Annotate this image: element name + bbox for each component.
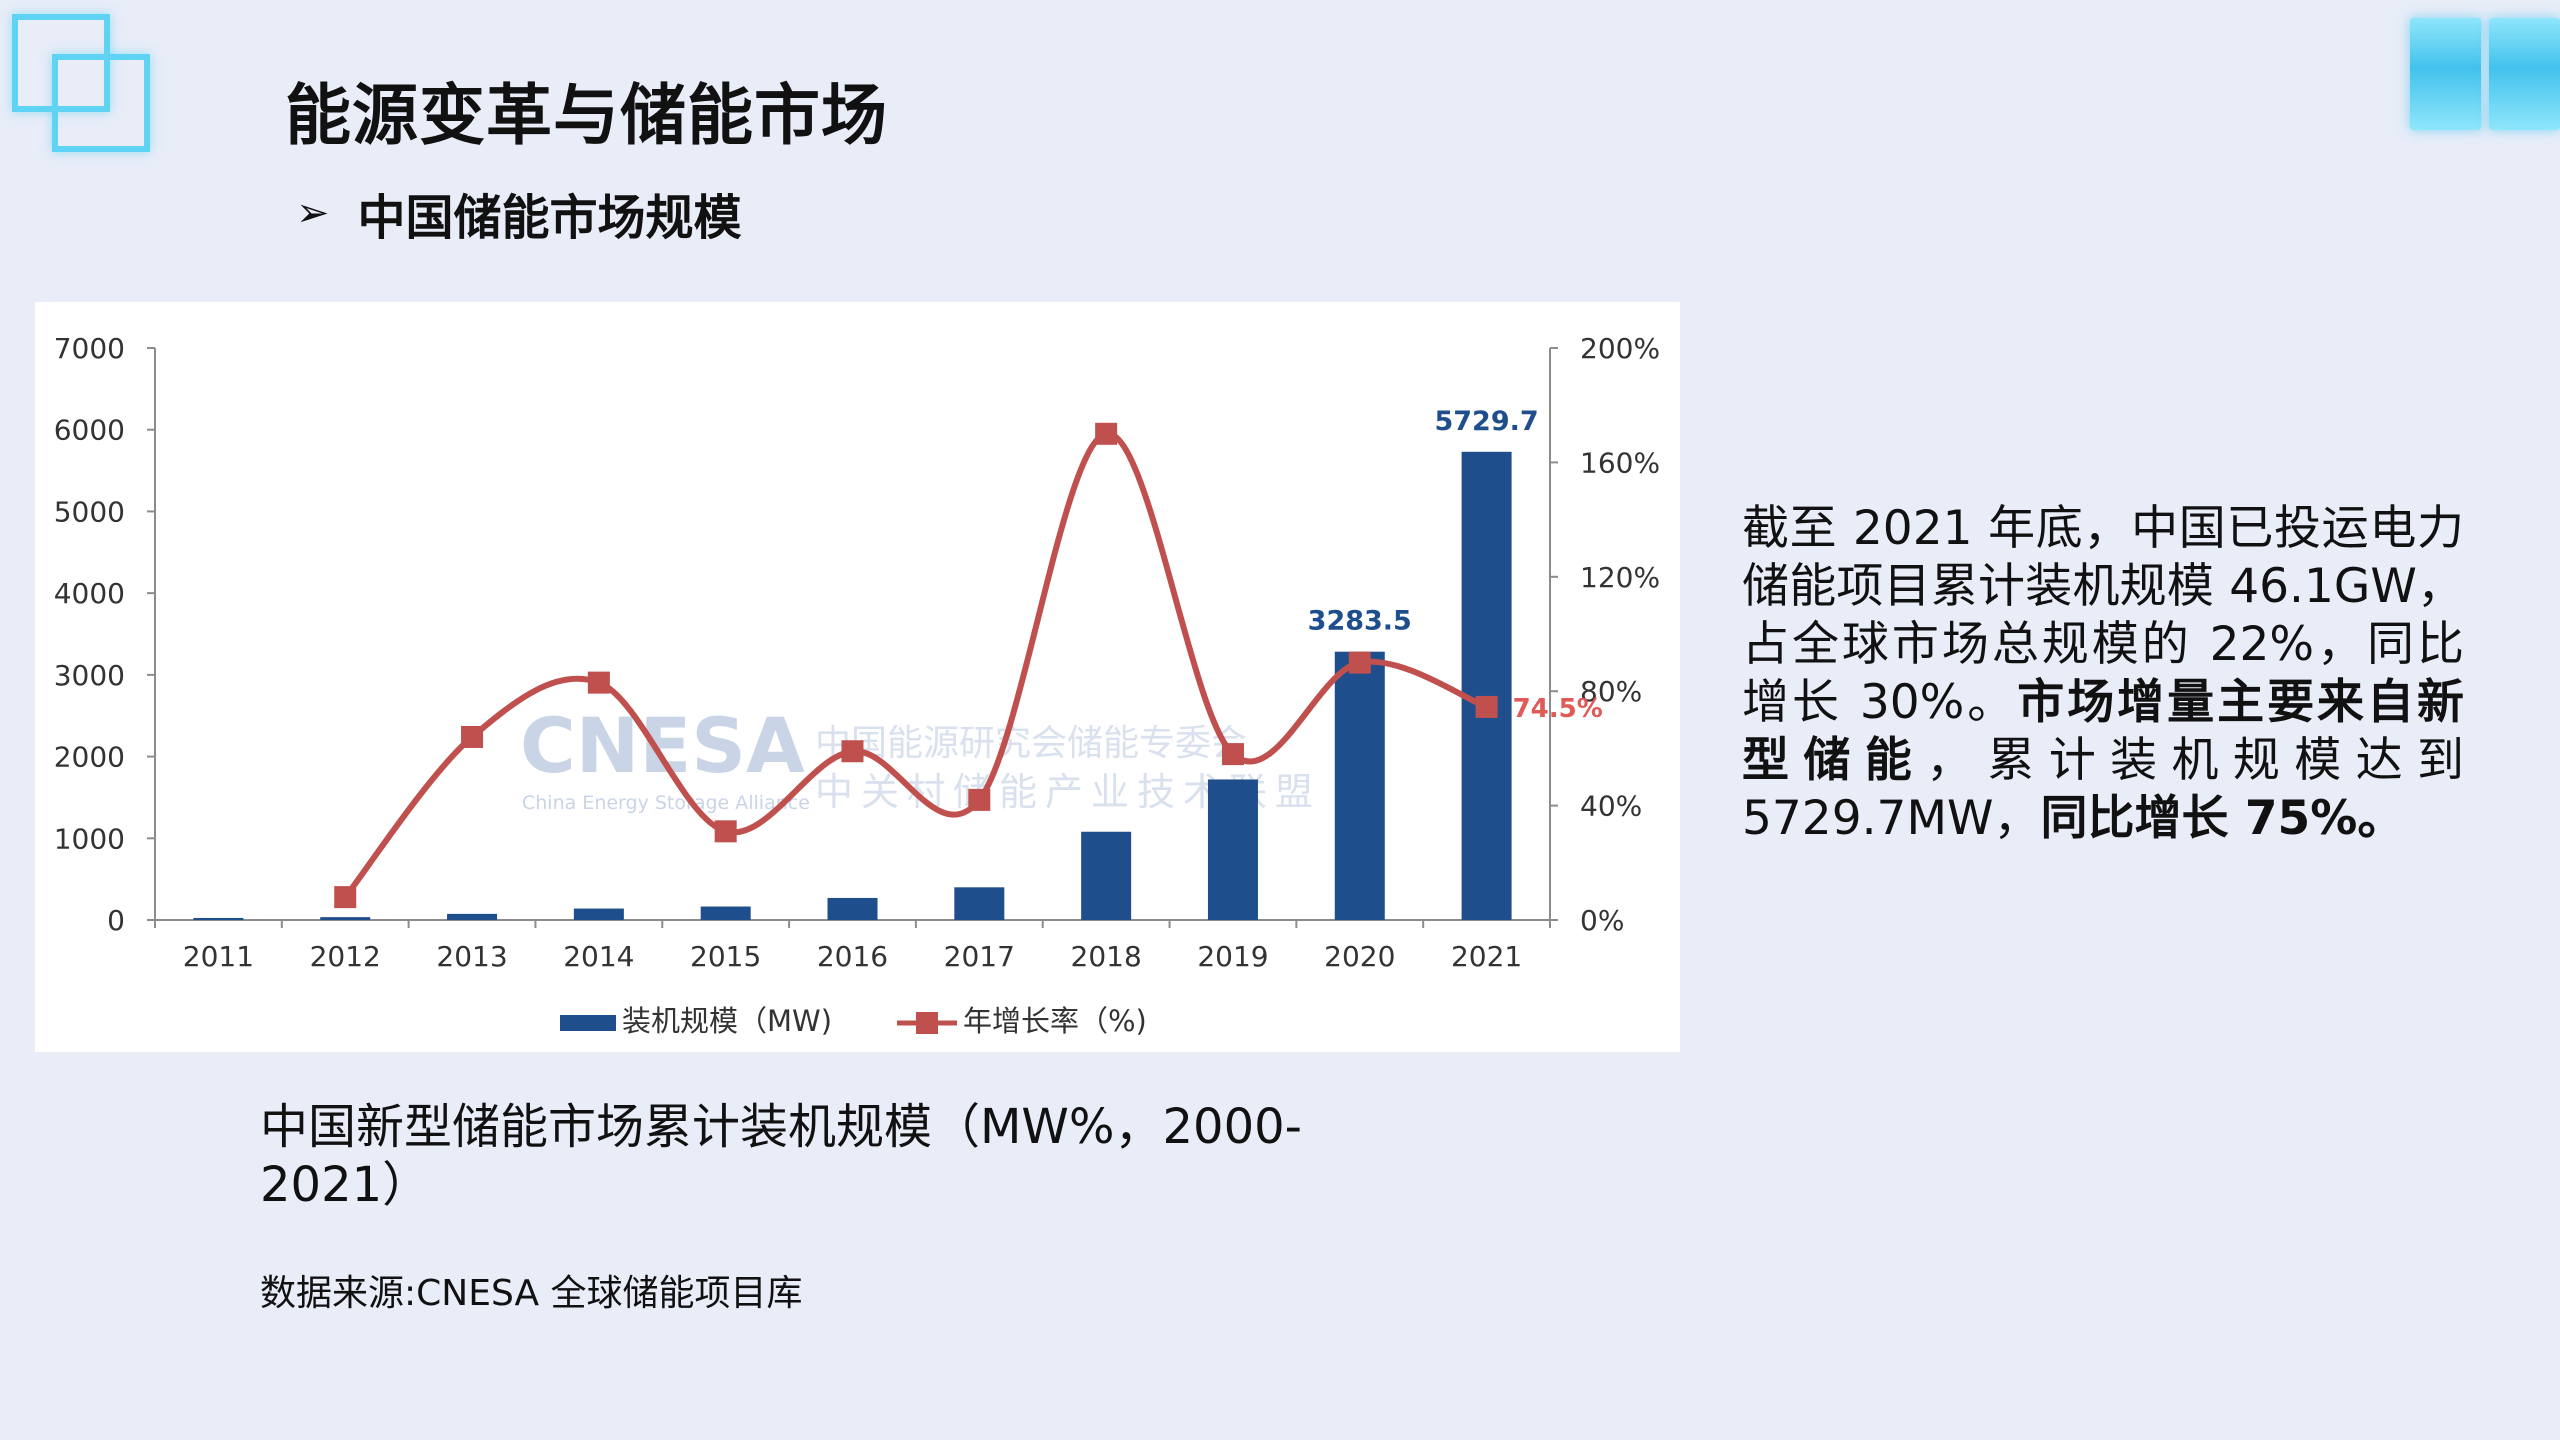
section-heading: ➢ 中国储能市场规模: [296, 178, 742, 248]
growth-point-2021: [1475, 695, 1498, 718]
growth-point-2014: [587, 671, 610, 694]
description-bold: 市场增量主要来自新型储能: [1742, 675, 2464, 788]
y-left-tick-label: 1000: [54, 822, 125, 855]
description-text: 截至 2021 年底，中国已投运电力储能项目累计装机规模 46.1GW，占全球市…: [1742, 500, 2464, 848]
x-tick-label: 2018: [1071, 940, 1142, 973]
y-left-tick-label: 2000: [54, 741, 125, 774]
watermark-logo: CNESA: [520, 701, 805, 790]
growth-point-2015: [714, 820, 737, 843]
growth-value-label-2021: 74.5%: [1513, 694, 1603, 724]
y-left-tick-label: 0: [107, 904, 125, 937]
bar-2014: [573, 908, 624, 920]
bar-value-label-2020: 3283.5: [1308, 606, 1412, 637]
bar-2015: [700, 906, 751, 920]
x-tick-label: 2014: [563, 940, 634, 973]
bar-2012: [320, 917, 371, 920]
x-tick-label: 2020: [1324, 940, 1395, 973]
growth-point-2018: [1095, 422, 1118, 445]
x-tick-label: 2011: [183, 940, 254, 973]
y-left-tick-label: 6000: [54, 414, 125, 447]
y-left-tick-label: 3000: [54, 659, 125, 692]
growth-point-2013: [461, 725, 484, 748]
chart-caption: 中国新型储能市场累计装机规模（MW%，2000-2021）: [260, 1099, 1302, 1213]
y-right-tick-label: 120%: [1580, 561, 1660, 594]
bar-2017: [954, 887, 1005, 920]
bar-2016: [827, 897, 878, 920]
x-tick-label: 2012: [310, 940, 381, 973]
x-tick-label: 2019: [1197, 940, 1268, 973]
y-right-tick-label: 200%: [1580, 332, 1660, 365]
arrow-bullet-icon: ➢: [296, 190, 330, 236]
y-right-tick-label: 40%: [1580, 790, 1642, 823]
bar-value-label-2021: 5729.7: [1434, 406, 1538, 437]
legend-bar-swatch: [560, 1015, 616, 1031]
y-right-tick-label: 80%: [1580, 675, 1642, 708]
bar-2013: [447, 913, 498, 920]
description-part: 截至 2021 年底，中国已投运电力储能项目累计装机规模 46.1GW，占全球市…: [1742, 501, 2464, 730]
growth-point-2020: [1348, 651, 1371, 674]
bar-2018: [1081, 831, 1132, 920]
bar-2021: [1461, 451, 1512, 920]
corner-squares-decoration: [8, 10, 150, 152]
watermark-cn-line1: 中国能源研究会储能专委会: [815, 723, 1247, 764]
section-heading-text: 中国储能市场规模: [357, 190, 742, 246]
y-right-tick-label: 160%: [1580, 446, 1660, 479]
growth-point-2016: [841, 740, 864, 763]
bar-2020: [1334, 651, 1385, 920]
x-tick-label: 2013: [436, 940, 507, 973]
y-left-tick-label: 5000: [54, 495, 125, 528]
corner-blocks-decoration: [2410, 18, 2560, 130]
growth-rate-line: [342, 430, 1488, 899]
growth-point-2012: [334, 886, 357, 909]
legend-line-label: 年增长率（%): [963, 1004, 1147, 1038]
x-tick-label: 2015: [690, 940, 761, 973]
description-part: ，累计装机规模达到 5729.7MW，: [1742, 733, 2465, 846]
x-tick-label: 2021: [1451, 940, 1522, 973]
x-tick-label: 2017: [944, 940, 1015, 973]
growth-point-2019: [1221, 743, 1244, 766]
y-left-tick-label: 7000: [54, 332, 125, 365]
bar-2011: [193, 917, 244, 920]
legend-bar-label: 装机规模（MW): [622, 1004, 832, 1038]
description-bold: 同比增长 75%。: [2040, 791, 2405, 846]
page-title: 能源变革与储能市场: [285, 77, 888, 154]
legend-line-marker: [916, 1012, 938, 1034]
chart-panel: CNESA China Energy Storage Alliance 中国能源研究…: [35, 302, 1680, 1052]
x-tick-label: 2016: [817, 940, 888, 973]
y-left-tick-label: 4000: [54, 577, 125, 610]
watermark-tagline: China Energy Storage Alliance: [522, 792, 810, 814]
y-right-tick-label: 0%: [1580, 904, 1624, 937]
bar-2019: [1207, 779, 1258, 920]
growth-point-2017: [968, 788, 991, 811]
data-source: 数据来源:CNESA 全球储能项目库: [260, 1273, 803, 1314]
